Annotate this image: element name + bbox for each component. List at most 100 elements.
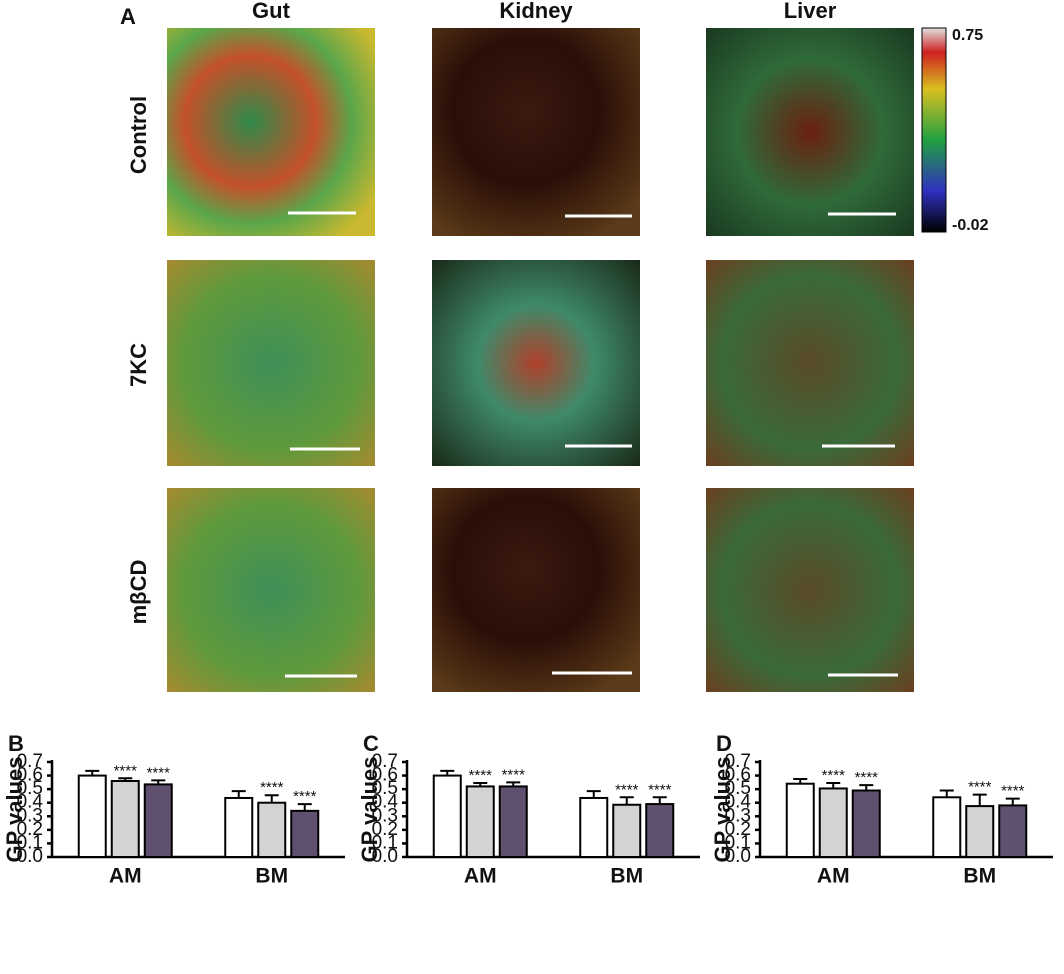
bar xyxy=(143,783,173,859)
bar xyxy=(77,774,107,858)
row-label: Control xyxy=(126,96,151,174)
error-bar xyxy=(939,789,954,798)
error-bar xyxy=(1005,797,1020,806)
column-label: Liver xyxy=(784,0,837,23)
bar xyxy=(645,803,675,858)
error-bar xyxy=(473,782,488,787)
error-bar xyxy=(264,794,279,803)
bar xyxy=(785,782,815,859)
micrograph xyxy=(706,260,914,466)
significance-label: **** xyxy=(469,767,493,784)
panel-label: C xyxy=(363,731,379,756)
micrograph xyxy=(167,28,375,236)
row-label: 7KC xyxy=(126,343,151,387)
y-axis-label: GP values xyxy=(710,757,735,863)
significance-label: **** xyxy=(822,767,846,784)
x-tick-label: AM xyxy=(817,865,850,888)
significance-label: **** xyxy=(147,764,171,781)
significance-label: **** xyxy=(615,781,639,798)
y-tick-label: 0.4 xyxy=(725,792,752,813)
bar xyxy=(998,804,1028,859)
y-tick-label: 0.4 xyxy=(17,792,44,813)
column-label: Gut xyxy=(252,0,291,23)
bar xyxy=(432,774,462,858)
y-tick-label: 0.6 xyxy=(17,765,43,786)
bar xyxy=(498,785,528,859)
bar xyxy=(965,805,995,858)
error-bar xyxy=(793,777,808,784)
y-tick-label: 0.1 xyxy=(372,832,398,853)
micrograph xyxy=(167,260,375,466)
error-bar xyxy=(826,782,841,789)
y-tick-label: 0.7 xyxy=(17,751,43,772)
significance-label: **** xyxy=(968,779,992,796)
significance-label: **** xyxy=(260,779,284,796)
significance-label: **** xyxy=(648,781,672,798)
y-tick-label: 0.4 xyxy=(372,792,399,813)
x-tick-label: BM xyxy=(963,865,996,888)
bar xyxy=(612,803,642,858)
bar xyxy=(110,780,140,858)
colorbar-label: 0.75 xyxy=(952,27,983,44)
x-tick-label: AM xyxy=(464,865,497,888)
y-tick-label: 0.7 xyxy=(725,751,751,772)
error-bar xyxy=(297,803,312,811)
significance-label: **** xyxy=(114,762,138,779)
row-label: mβCD xyxy=(126,560,151,625)
colorbar-label: -0.02 xyxy=(952,217,989,234)
bar xyxy=(818,787,848,859)
y-axis-label: GP values xyxy=(357,757,382,863)
y-tick-label: 0.1 xyxy=(17,832,43,853)
panel-label: D xyxy=(716,731,732,756)
micrograph xyxy=(432,260,640,466)
error-bar xyxy=(85,769,100,776)
y-tick-label: 0.2 xyxy=(725,819,751,840)
y-tick-label: 0.3 xyxy=(725,805,751,826)
micrographs xyxy=(167,27,947,692)
y-tick-label: 0.2 xyxy=(372,819,398,840)
bar xyxy=(290,809,320,858)
bar xyxy=(224,796,254,859)
y-tick-label: 0.1 xyxy=(725,832,751,853)
bar xyxy=(465,785,495,859)
error-bar xyxy=(151,779,166,785)
y-tick-label: 0.5 xyxy=(372,778,398,799)
x-tick-label: BM xyxy=(610,865,643,888)
micrograph xyxy=(432,488,640,692)
error-bar xyxy=(586,790,601,798)
y-tick-label: 0.6 xyxy=(372,765,398,786)
y-tick-label: 0.2 xyxy=(17,819,43,840)
panel-label: B xyxy=(8,731,24,756)
scale-bars xyxy=(285,211,898,678)
bar xyxy=(579,796,609,859)
significance-label: **** xyxy=(1001,783,1025,800)
x-tick-label: BM xyxy=(255,865,288,888)
micrograph xyxy=(167,488,375,692)
y-tick-label: 0.0 xyxy=(17,846,43,867)
micrograph xyxy=(706,28,914,236)
y-tick-label: 0.3 xyxy=(372,805,398,826)
column-label: Kidney xyxy=(499,0,573,23)
bar xyxy=(932,796,962,858)
colorbar xyxy=(921,27,947,233)
panel-label: A xyxy=(120,4,136,29)
error-bar xyxy=(972,793,987,807)
error-bar xyxy=(859,784,874,791)
y-tick-label: 0.5 xyxy=(725,778,751,799)
x-tick-label: AM xyxy=(109,865,142,888)
bar xyxy=(851,789,881,858)
error-bar xyxy=(506,781,521,787)
error-bar xyxy=(652,796,667,805)
bar xyxy=(257,801,287,859)
y-tick-label: 0.0 xyxy=(725,846,751,867)
y-tick-label: 0.5 xyxy=(17,778,43,799)
micrograph xyxy=(706,488,914,692)
y-axis-label: GP values xyxy=(2,757,27,863)
y-tick-label: 0.0 xyxy=(372,846,398,867)
y-tick-label: 0.3 xyxy=(17,805,43,826)
error-bar xyxy=(118,777,133,781)
y-tick-label: 0.7 xyxy=(372,751,398,772)
significance-label: **** xyxy=(502,766,526,783)
error-bar xyxy=(440,769,455,776)
significance-label: **** xyxy=(293,788,317,805)
